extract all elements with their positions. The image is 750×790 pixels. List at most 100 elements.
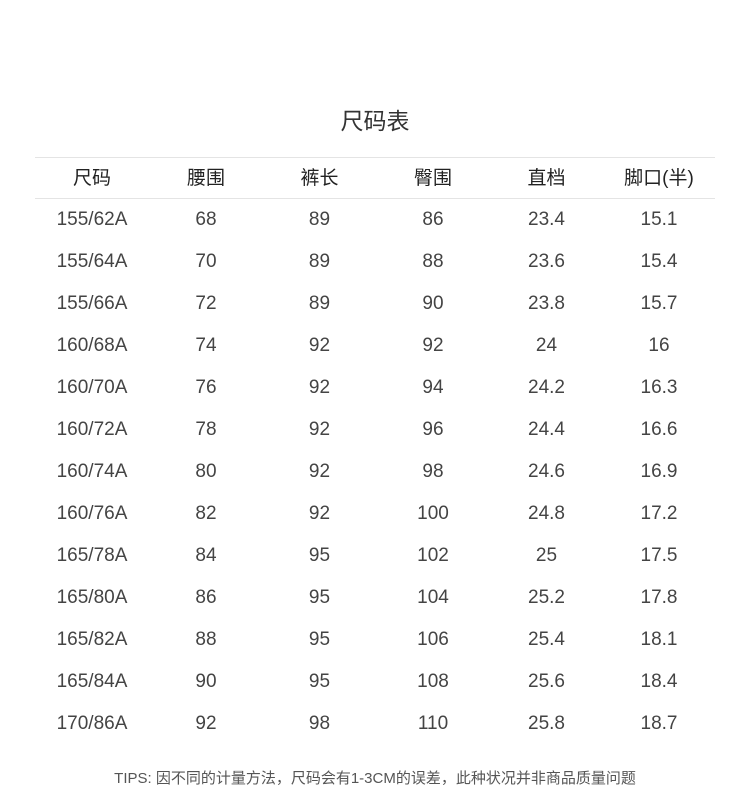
table-cell: 95 [308, 587, 331, 608]
table-cell: 15.4 [640, 251, 678, 272]
table-cell: 16.9 [640, 461, 678, 482]
table-row: 160/76A 82 92 100 24.8 17.2 [35, 493, 715, 535]
table-cell: 92 [195, 713, 217, 734]
table-cell: 68 [195, 209, 217, 230]
table-row: 170/86A 92 98 110 25.8 18.7 [35, 703, 715, 745]
table-cell: 110 [417, 713, 449, 734]
table-cell: 74 [195, 335, 217, 356]
table-cell: 92 [308, 461, 331, 482]
table-cell: 90 [195, 671, 217, 692]
table-cell: 160/72A [56, 419, 128, 440]
table-cell: 90 [422, 293, 444, 314]
table-cell: 92 [308, 377, 331, 398]
table-cell: 16.3 [640, 377, 678, 398]
table-cell: 76 [195, 377, 217, 398]
table-cell: 100 [417, 503, 449, 524]
table-cell: 18.7 [640, 713, 678, 734]
table-cell: 24.6 [528, 461, 565, 482]
table-cell: 25.6 [528, 671, 565, 692]
table-cell: 15.7 [640, 293, 678, 314]
table-cell: 170/86A [56, 713, 128, 734]
table-row: 160/68A 74 92 92 24 16 [35, 325, 715, 367]
table-cell: 15.1 [640, 209, 678, 230]
table-cell: 24.4 [528, 419, 565, 440]
table-cell: 160/70A [56, 377, 128, 398]
table-row: 165/82A 88 95 106 25.4 18.1 [35, 619, 715, 661]
table-cell: 24.8 [528, 503, 565, 524]
table-cell: 165/78A [56, 545, 128, 566]
table-cell: 155/62A [56, 209, 128, 230]
table-row: 160/74A 80 92 98 24.6 16.9 [35, 451, 715, 493]
table-cell: 160/74A [56, 461, 128, 482]
table-cell: 17.2 [640, 503, 678, 524]
table-cell: 16.6 [640, 419, 678, 440]
table-cell: 165/82A [56, 629, 128, 650]
table-cell: 106 [417, 629, 449, 650]
table-cell: 80 [195, 461, 217, 482]
table-cell: 94 [422, 377, 444, 398]
table-row: 155/66A 72 89 90 23.8 15.7 [35, 283, 715, 325]
table-cell: 96 [422, 419, 444, 440]
table-cell: 160/68A [56, 335, 128, 356]
table-cell: 25.2 [528, 587, 565, 608]
table-cell: 72 [195, 293, 217, 314]
table-cell: 95 [308, 629, 331, 650]
table-cell: 17.8 [640, 587, 678, 608]
divider [35, 198, 715, 199]
table-cell: 18.4 [640, 671, 678, 692]
table-cell: 155/66A [56, 293, 128, 314]
table-cell: 70 [195, 251, 217, 272]
table-cell: 92 [308, 419, 331, 440]
table-cell: 23.6 [528, 251, 565, 272]
table-cell: 16 [648, 335, 670, 356]
table-cell: 98 [422, 461, 444, 482]
table-row: 155/62A 68 89 86 23.4 15.1 [35, 199, 715, 241]
table-row: 165/80A 86 95 104 25.2 17.8 [35, 577, 715, 619]
column-header: 尺码 [72, 168, 111, 189]
table-cell: 108 [417, 671, 449, 692]
column-header: 裤长 [300, 168, 339, 189]
table-cell: 165/80A [56, 587, 128, 608]
table-cell: 17.5 [640, 545, 678, 566]
table-cell: 102 [417, 545, 449, 566]
table-cell: 18.1 [640, 629, 678, 650]
table-row: 160/70A 76 92 94 24.2 16.3 [35, 367, 715, 409]
column-header: 臀围 [413, 168, 452, 189]
table-cell: 24 [535, 335, 558, 356]
table-cell: 160/76A [56, 503, 128, 524]
table-cell: 88 [195, 629, 217, 650]
table-cell: 92 [308, 503, 331, 524]
table-cell: 86 [195, 587, 217, 608]
size-table-body: 155/62A 68 89 86 23.4 15.1 155/64A 70 89 88 23.6 15… [35, 199, 715, 745]
table-cell: 86 [422, 209, 444, 230]
table-cell: 84 [195, 545, 217, 566]
table-row: 165/84A 90 95 108 25.6 18.4 [35, 661, 715, 703]
table-cell: 155/64A [56, 251, 128, 272]
table-cell: 82 [195, 503, 217, 524]
table-cell: 95 [308, 545, 331, 566]
table-cell: 88 [422, 251, 444, 272]
table-cell: 92 [308, 335, 331, 356]
table-cell: 23.4 [528, 209, 565, 230]
column-header: 腰围 [186, 168, 225, 189]
table-cell: 95 [308, 671, 331, 692]
table-cell: 104 [417, 587, 449, 608]
table-cell: 25 [535, 545, 558, 566]
table-cell: 165/84A [56, 671, 128, 692]
divider [35, 157, 715, 158]
tips-note: TIPS: 因不同的计量方法，尺码会有1-3CM的误差，此种状况并非商品质量问题 [114, 770, 636, 787]
table-cell: 23.8 [528, 293, 565, 314]
table-cell: 25.4 [528, 629, 565, 650]
table-cell: 98 [308, 713, 331, 734]
table-cell: 78 [195, 419, 217, 440]
column-header: 直档 [527, 168, 566, 189]
table-header: 尺码 腰围 裤长 臀围 直档 脚口(半) [35, 160, 715, 197]
table-cell: 24.2 [528, 377, 565, 398]
table-cell: 89 [308, 251, 331, 272]
table-row: 155/64A 70 89 88 23.6 15.4 [35, 241, 715, 283]
column-header: 脚口(半) [624, 168, 694, 189]
table-cell: 25.8 [528, 713, 565, 734]
table-row: 160/72A 78 92 96 24.4 16.6 [35, 409, 715, 451]
table-cell: 92 [422, 335, 444, 356]
table-cell: 89 [308, 293, 331, 314]
